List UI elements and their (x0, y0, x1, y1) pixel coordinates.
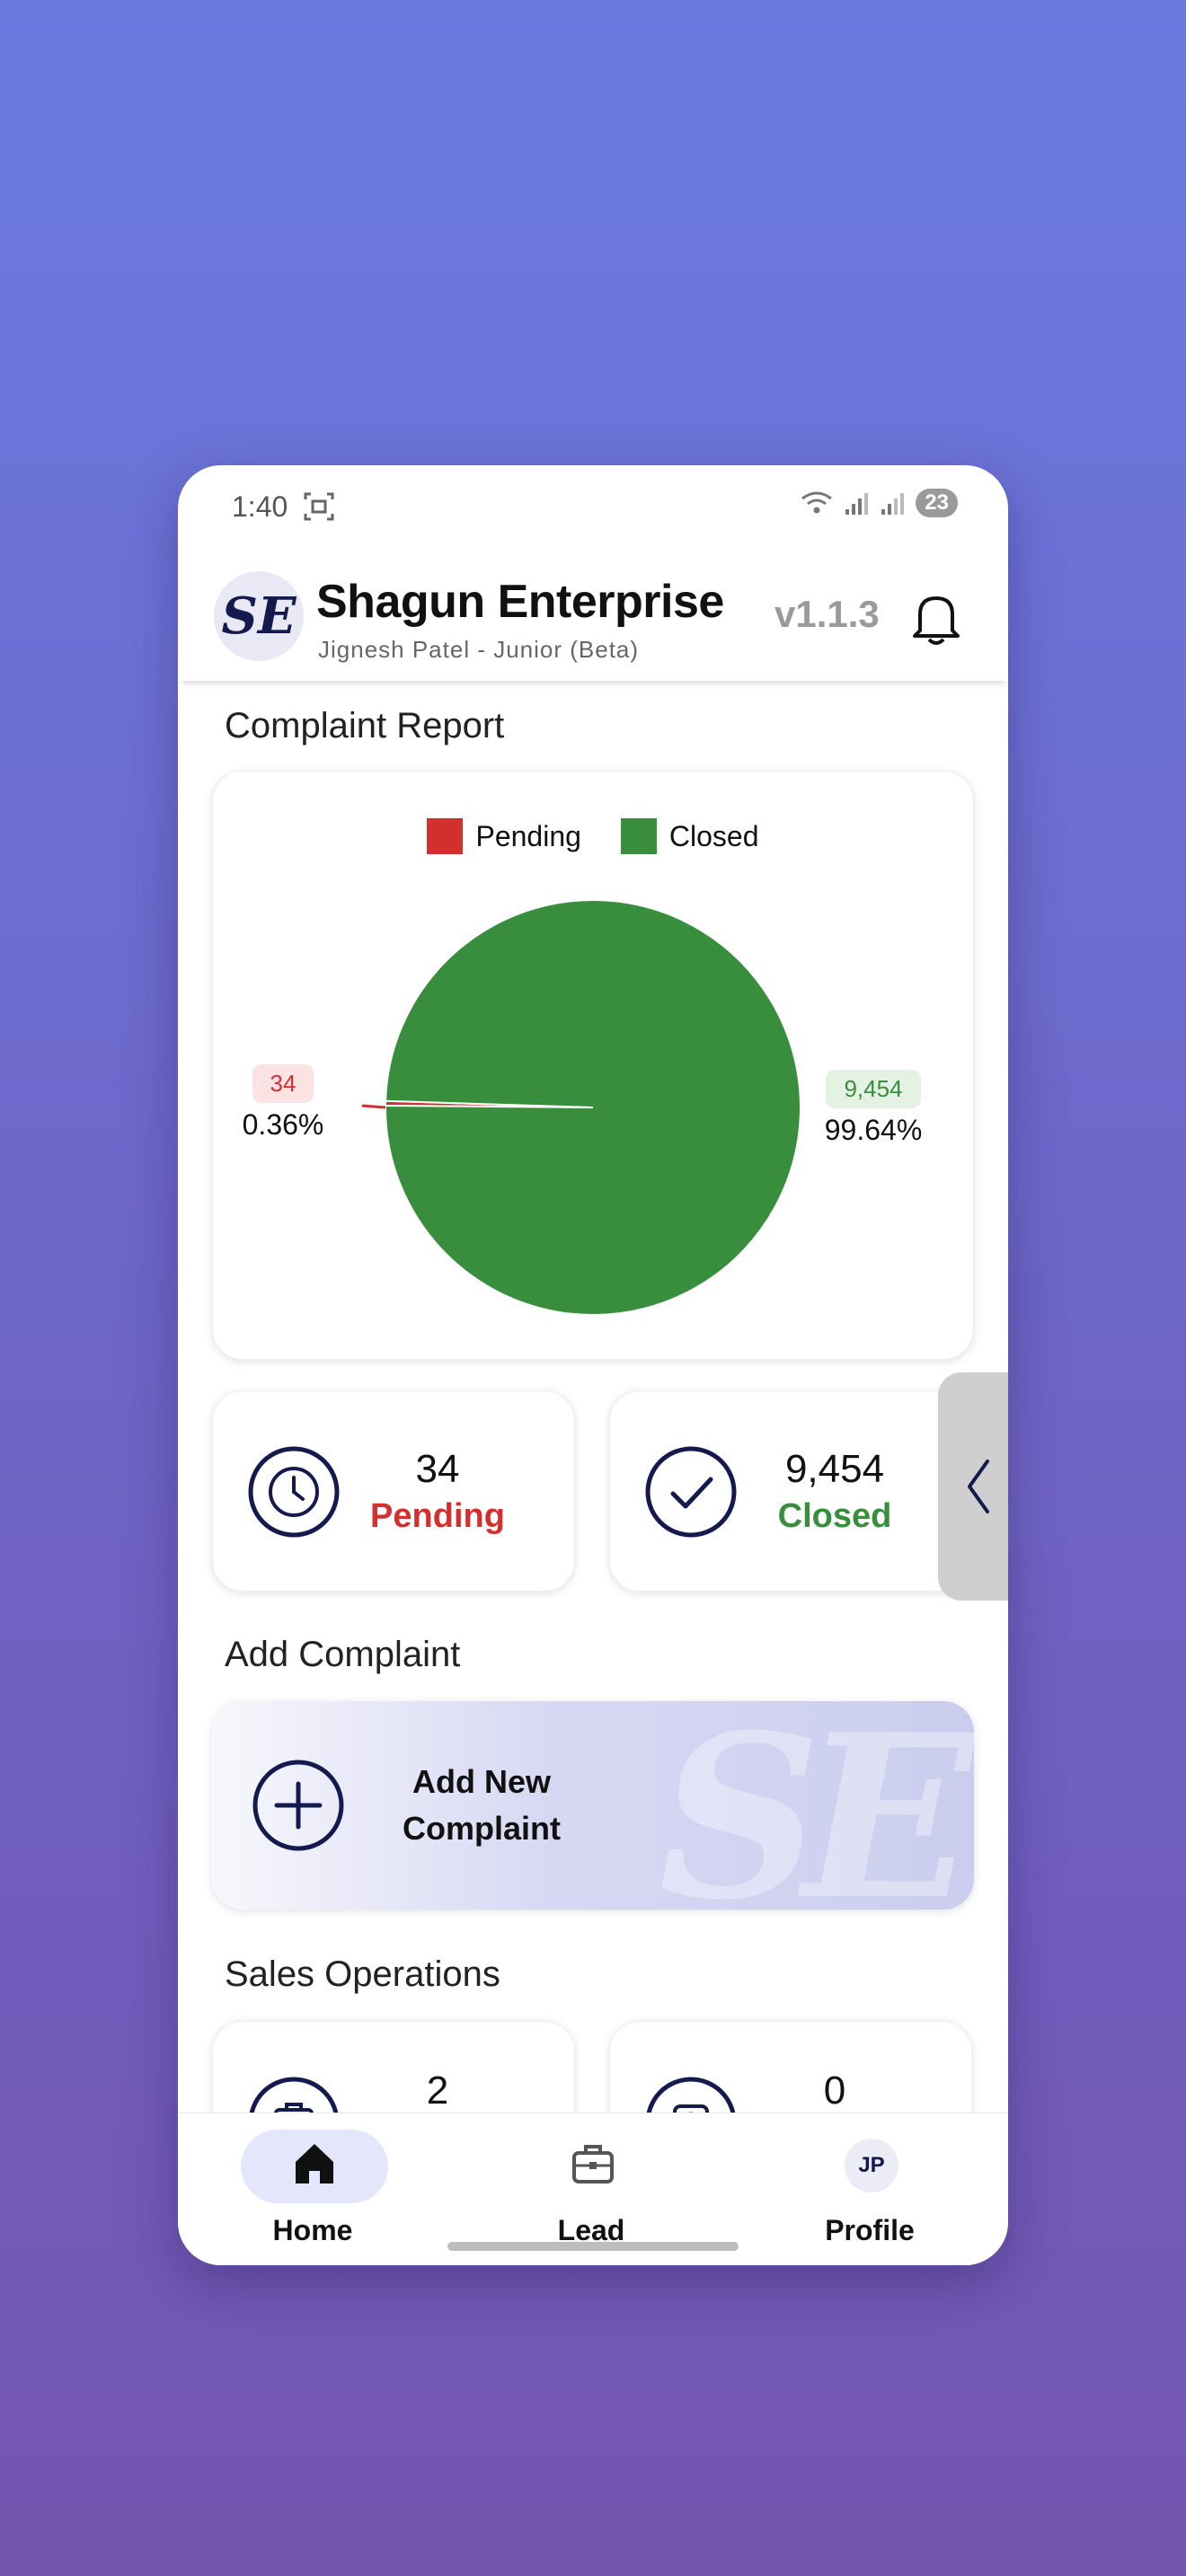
nav-lead[interactable]: Lead (456, 2113, 726, 2265)
pie-slice-closed[interactable] (385, 899, 801, 1316)
legend-item-pending[interactable]: Pending (427, 818, 581, 854)
pending-label: Pending (370, 1497, 505, 1535)
phone-screen: 1:40 23 SE Shagun Enterprise Jign (178, 465, 1008, 2265)
complaint-chart-card: Pending Closed 34 0.36% 9,454 99.64% (212, 771, 974, 1360)
closed-slice-label: 9,454 99.64% (815, 1070, 932, 1147)
status-bar: 1:40 23 (178, 465, 1008, 546)
pending-percent: 0.36% (242, 1108, 324, 1141)
clock-icon (248, 1446, 340, 1538)
pending-count-pill: 34 (252, 1064, 314, 1103)
avatar: JP (845, 2139, 898, 2192)
legend-label-closed: Closed (668, 819, 759, 852)
screenshot-icon (304, 492, 334, 521)
briefcase-icon (572, 2145, 614, 2183)
main-content[interactable]: Complaint Report Pending Closed 34 0.36%… (178, 681, 1008, 2113)
chart-legend: Pending Closed (213, 818, 973, 854)
side-drawer-handle[interactable] (938, 1372, 1008, 1601)
legend-item-closed[interactable]: Closed (620, 818, 759, 854)
nav-lead-label: Lead (557, 2214, 625, 2246)
home-indicator[interactable] (447, 2242, 739, 2251)
add-new-complaint-button[interactable]: SE Add New Complaint (212, 1701, 974, 1910)
briefcase-circle-icon (249, 2077, 339, 2113)
add-complaint-title: Add Complaint (225, 1635, 461, 1674)
complaint-report-title: Complaint Report (225, 706, 505, 745)
app-title: Shagun Enterprise (316, 576, 724, 628)
pending-stat-card[interactable]: 34 Pending (212, 1390, 575, 1592)
pending-count: 34 (415, 1447, 460, 1491)
notification-bell-icon[interactable] (909, 589, 963, 647)
pending-leader-line (361, 1104, 386, 1109)
app-logo: SE (214, 571, 304, 661)
chevron-left-icon (968, 1460, 989, 1513)
status-time: 1:40 (232, 490, 288, 523)
sales-card-visits[interactable]: 0 (609, 2021, 972, 2113)
add-complaint-label-line1: Add New (412, 1763, 551, 1800)
legend-label-pending: Pending (475, 819, 581, 852)
home-icon (296, 2144, 333, 2183)
app-header: SE Shagun Enterprise Jignesh Patel - Jun… (178, 546, 1008, 681)
add-complaint-label-line2: Complaint (403, 1810, 561, 1847)
signal-icon-2 (881, 493, 905, 515)
status-icons: 23 (799, 489, 958, 517)
closed-label: Closed (777, 1497, 892, 1535)
signal-icon (845, 493, 869, 515)
closed-stat-card[interactable]: 9,454 Closed (609, 1390, 972, 1592)
battery-indicator: 23 (916, 489, 958, 517)
complaint-pie-chart[interactable] (213, 772, 973, 1359)
sales-operations-title: Sales Operations (225, 1954, 500, 1994)
nav-home[interactable]: Home (178, 2113, 447, 2265)
logo-watermark: SE (658, 1701, 974, 1910)
sales-card-visits-value: 0 (823, 2069, 846, 2113)
closed-count: 9,454 (784, 1447, 885, 1491)
sales-card-leads-value: 2 (426, 2069, 449, 2113)
app-version: v1.1.3 (774, 593, 880, 635)
nav-profile[interactable]: JP Profile (735, 2113, 1005, 2265)
pending-slice-label: 34 0.36% (238, 1064, 328, 1142)
add-complaint-label: Add New Complaint (374, 1759, 589, 1852)
plus-circle-icon (252, 1760, 344, 1851)
check-circle-icon (645, 1446, 737, 1538)
sales-card-leads[interactable]: 2 (212, 2021, 575, 2113)
wifi-icon (801, 491, 833, 514)
legend-swatch-pending (427, 818, 464, 854)
legend-swatch-closed (620, 818, 657, 854)
id-badge-circle-icon (646, 2077, 736, 2113)
bottom-navigation: Home Lead JP Profile (178, 2113, 1008, 2265)
closed-percent: 99.64% (824, 1114, 923, 1146)
user-subtitle: Jignesh Patel - Junior (Beta) (318, 636, 640, 663)
nav-profile-label: Profile (825, 2214, 915, 2246)
closed-count-pill: 9,454 (826, 1070, 921, 1108)
nav-home-label: Home (272, 2214, 353, 2246)
